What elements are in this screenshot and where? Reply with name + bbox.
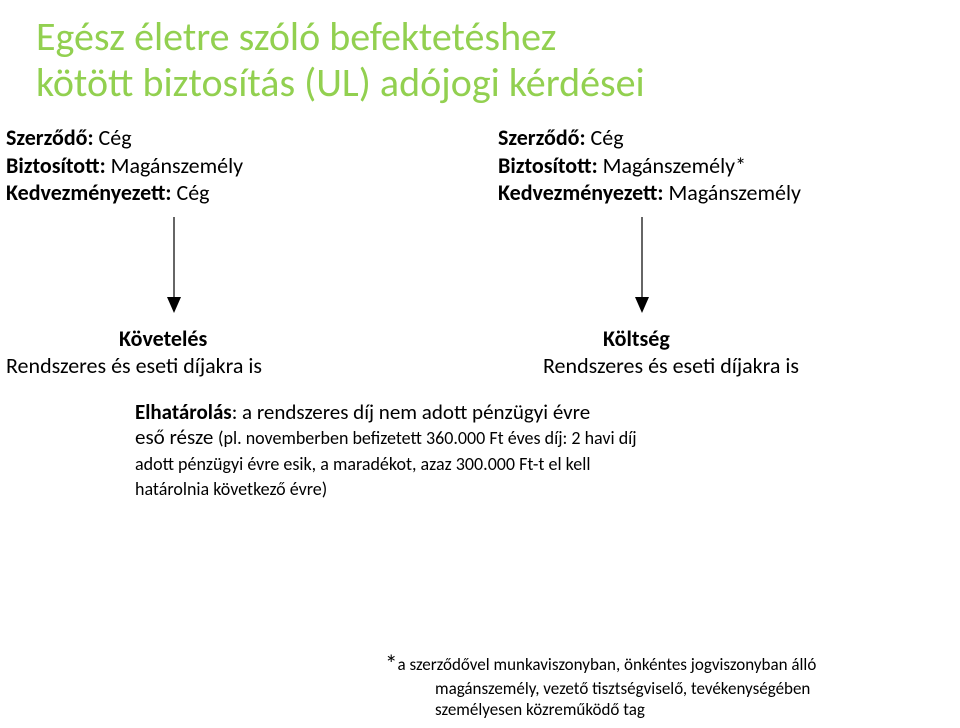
left-kedvezmenyezett-label: Kedvezményezett: — [6, 179, 172, 206]
right-parties: Szerződő: Cég Biztosított: Magánszemély*… — [498, 124, 801, 207]
arrow-down-icon — [166, 217, 182, 313]
right-result: Költség Rendszeres és eseti díjakra is — [498, 325, 799, 380]
columns: Szerződő: Cég Biztosított: Magánszemély … — [0, 124, 960, 380]
left-result-sub: Rendszeres és eseti díjakra is — [6, 352, 262, 379]
delimit-rest2: eső része — [135, 424, 218, 450]
right-szerzodo-label: Szerződő: — [498, 124, 586, 151]
footnote-line3: személyesen közreműködő tag — [385, 700, 645, 720]
left-biztositott-label: Biztosított: — [6, 152, 106, 179]
right-szerzodo-value: Cég — [591, 124, 624, 151]
right-kedvezmenyezett-value: Magánszemély — [669, 179, 801, 206]
delimit-rest1: : a rendszeres díj nem adott pénzügyi év… — [232, 399, 590, 425]
footnote-line2: magánszemély, vezető tisztségviselő, tev… — [385, 679, 810, 699]
arrow-down-icon — [634, 217, 650, 313]
slide-title: Egész életre szóló befektetéshez kötött … — [0, 0, 960, 106]
left-szerzodo-label: Szerződő: — [6, 124, 94, 151]
column-right: Szerződő: Cég Biztosított: Magánszemély*… — [468, 124, 960, 380]
right-result-sub: Rendszeres és eseti díjakra is — [543, 352, 799, 380]
delimitation-block: Elhatárolás: a rendszeres díj nem adott … — [135, 400, 745, 502]
right-biztositott-label: Biztosított: — [498, 152, 598, 179]
right-kedvezmenyezett-label: Kedvezményezett: — [498, 179, 664, 206]
left-result: Követelés Rendszeres és eseti díjakra is — [6, 325, 262, 380]
delimit-small3: határolnia következő évre) — [135, 478, 327, 500]
left-result-head: Követelés — [119, 325, 207, 352]
footnote-star: * — [385, 648, 397, 679]
delimit-small2: adott pénzügyi évre esik, a maradékot, a… — [135, 453, 590, 475]
delimit-small1: (pl. novemberben befizetett 360.000 Ft é… — [218, 427, 637, 449]
left-parties: Szerződő: Cég Biztosított: Magánszemély … — [6, 124, 243, 207]
footnote: *a szerződővel munkaviszonyban, önkéntes… — [385, 649, 940, 720]
column-left: Szerződő: Cég Biztosított: Magánszemély … — [0, 124, 468, 380]
left-szerzodo-value: Cég — [99, 124, 132, 151]
footnote-line1: a szerződővel munkaviszonyban, önkéntes … — [397, 654, 816, 675]
right-arrow-wrap — [498, 207, 960, 325]
title-line-2: kötött biztosítás (UL) adójogi kérdései — [36, 58, 645, 107]
title-line-1: Egész életre szóló befektetéshez — [36, 12, 556, 61]
left-kedvezmenyezett-value: Cég — [177, 179, 210, 206]
delimit-head: Elhatárolás — [135, 399, 232, 425]
left-biztositott-value: Magánszemély — [111, 152, 243, 179]
left-arrow-wrap — [6, 207, 468, 325]
right-result-head: Költség — [603, 325, 670, 352]
right-biztositott-value: Magánszemély* — [603, 152, 746, 179]
